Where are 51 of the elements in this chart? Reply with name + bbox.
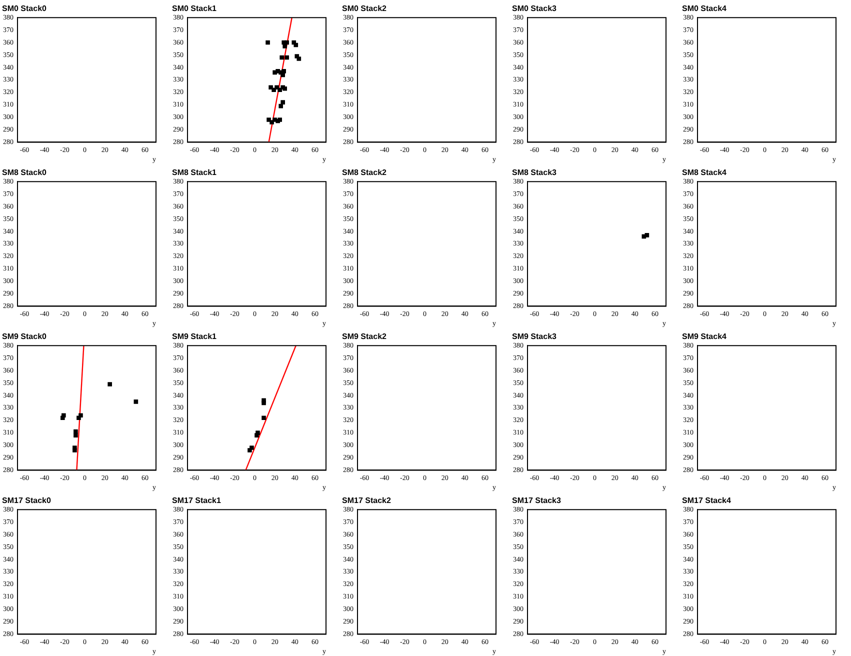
chart-title: SM17 Stack2 [342,496,392,506]
point [248,448,252,452]
point [282,69,286,74]
chart-title: SM17 Stack4 [682,496,732,506]
point [280,100,285,104]
point [282,44,288,48]
chart-title: SM17 Stack1 [172,496,222,506]
chart-title: SM17 Stack0 [2,496,52,506]
chart-title: SM8 Stack2 [342,168,388,178]
point [276,69,280,74]
point [60,416,65,420]
point [280,55,284,60]
point [272,118,277,122]
point [296,56,302,61]
chart-title: SM0 Stack4 [682,4,728,14]
point [76,416,81,420]
point [108,382,112,386]
point [266,118,271,122]
point [274,85,279,90]
chart-title: SM0 Stack3 [512,4,558,14]
point [72,448,77,452]
point [266,40,270,45]
point [282,86,288,91]
point [270,120,274,124]
chart-title: SM17 Stack3 [512,496,562,506]
point [262,416,266,420]
point [268,85,273,90]
point [278,104,283,108]
chart-title: SM0 Stack2 [342,4,388,14]
point [278,88,282,92]
chart-title: SM9 Stack4 [682,332,728,342]
chart-title: SM9 Stack0 [2,332,48,342]
point [280,72,285,78]
point [74,433,78,438]
chart-title: SM8 Stack4 [682,168,728,178]
chart-title: SM8 Stack0 [2,168,48,178]
chart-title: SM8 Stack1 [172,168,218,178]
chart-title: SM0 Stack0 [2,4,48,14]
point [284,55,290,60]
chart-title: SM9 Stack2 [342,332,388,342]
point [272,88,276,92]
chart-title: SM9 Stack3 [512,332,558,342]
point [134,400,138,404]
chart-title: SM8 Stack3 [512,168,558,178]
point [254,433,259,438]
point [284,40,290,45]
chart-title: SM0 Stack1 [172,4,218,14]
point [262,400,266,406]
point [294,42,298,48]
chart-title: SM9 Stack1 [172,332,218,342]
point [74,429,78,434]
